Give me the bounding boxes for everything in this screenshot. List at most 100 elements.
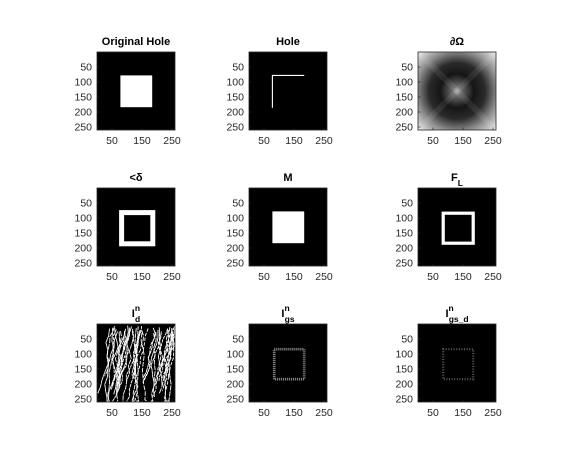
axes-frame [417, 51, 497, 131]
axes-frame [248, 51, 328, 131]
x-tick-label: 50 [106, 135, 118, 147]
y-tick-label: 100 [74, 213, 92, 225]
y-tick-label: 250 [226, 122, 244, 134]
panel-title: In gs_d [445, 303, 468, 324]
x-tick-label: 50 [427, 271, 439, 283]
y-tick-label: 100 [395, 213, 413, 225]
y-tick-label: 100 [74, 349, 92, 361]
y-tick-label: 50 [232, 198, 244, 210]
x-tick-label: 150 [454, 135, 472, 147]
y-tick-label: 150 [226, 92, 244, 104]
axes-frame [417, 187, 497, 267]
panel-title: In d [132, 303, 140, 324]
y-tick-label: 250 [74, 122, 92, 134]
y-tick-label: 200 [395, 379, 413, 391]
x-tick-label: 150 [285, 135, 303, 147]
panel-title: <δ [129, 172, 142, 184]
y-tick-label: 100 [395, 349, 413, 361]
y-tick-label: 250 [395, 258, 413, 270]
image-i-gs [249, 324, 327, 402]
x-tick-label: 150 [285, 271, 303, 283]
y-tick-label: 250 [395, 122, 413, 134]
panel-hole: 50 100 150 200 250 50 150 250 Hole [226, 36, 332, 147]
panel-less-delta: 50 100 150 200 250 50 150 250 <δ [74, 172, 180, 283]
x-tick-label: 250 [163, 407, 181, 419]
y-tick-label: 200 [395, 243, 413, 255]
image-original-hole [97, 52, 175, 130]
y-tick-label: 250 [74, 394, 92, 406]
image-boundary [415, 49, 499, 133]
y-tick-label: 50 [232, 334, 244, 346]
x-tick-label: 150 [285, 407, 303, 419]
image-i-d [97, 324, 176, 402]
y-tick-label: 250 [226, 394, 244, 406]
axes-frame [248, 187, 328, 267]
y-tick-label: 150 [226, 364, 244, 376]
y-tick-label: 150 [74, 228, 92, 240]
y-tick-label: 200 [74, 107, 92, 119]
image-mask-m [249, 188, 327, 266]
image-f-l [418, 188, 496, 266]
panel-title: In gs [281, 303, 294, 324]
y-tick-label: 200 [226, 243, 244, 255]
y-tick-label: 200 [395, 107, 413, 119]
x-tick-label: 50 [258, 135, 270, 147]
panel-title: Hole [276, 36, 300, 48]
image-less-delta [97, 188, 175, 266]
panel-f-l: 50 100 150 200 250 50 150 250 FL [395, 172, 501, 283]
panel-i-gs-d: 50 100 150 200 250 50 150 250 In gs_d [395, 303, 501, 419]
panel-i-d: 50 100 150 200 250 50 150 250 In d [74, 303, 180, 419]
y-tick-label: 150 [395, 228, 413, 240]
y-tick-label: 150 [74, 364, 92, 376]
y-tick-label: 100 [226, 349, 244, 361]
y-tick-label: 50 [80, 198, 92, 210]
y-tick-label: 200 [226, 379, 244, 391]
y-tick-label: 100 [226, 213, 244, 225]
x-tick-label: 50 [427, 135, 439, 147]
panel-title: ∂Ω [450, 36, 464, 48]
y-tick-label: 250 [395, 394, 413, 406]
y-tick-label: 50 [401, 198, 413, 210]
x-tick-label: 250 [315, 407, 333, 419]
x-tick-label: 50 [258, 407, 270, 419]
axes-frame [417, 323, 497, 403]
y-tick-label: 50 [80, 62, 92, 74]
x-tick-label: 50 [258, 271, 270, 283]
y-tick-label: 50 [401, 334, 413, 346]
image-hole [249, 52, 327, 130]
panel-title: M [283, 172, 292, 184]
y-tick-label: 200 [226, 107, 244, 119]
x-tick-label: 150 [133, 407, 151, 419]
x-tick-label: 250 [484, 407, 502, 419]
x-tick-label: 50 [427, 407, 439, 419]
y-tick-label: 50 [80, 334, 92, 346]
x-tick-label: 250 [315, 135, 333, 147]
x-tick-label: 250 [163, 135, 181, 147]
y-tick-label: 150 [395, 364, 413, 376]
y-tick-label: 150 [395, 92, 413, 104]
y-tick-label: 100 [226, 77, 244, 89]
axes-frame [96, 323, 176, 403]
axes-frame [96, 187, 176, 267]
panel-original-hole: 50 100 150 200 250 50 150 250 Original Hole [74, 36, 180, 147]
x-tick-label: 150 [454, 271, 472, 283]
image-i-gs-d [418, 324, 496, 402]
x-tick-label: 150 [133, 135, 151, 147]
y-tick-label: 250 [74, 258, 92, 270]
x-tick-label: 150 [133, 271, 151, 283]
x-tick-label: 50 [106, 271, 118, 283]
panel-i-gs: 50 100 150 200 250 50 150 250 In gs [226, 303, 332, 419]
axes-frame [96, 51, 176, 131]
y-tick-label: 50 [401, 62, 413, 74]
x-tick-label: 250 [315, 271, 333, 283]
x-tick-label: 150 [454, 407, 472, 419]
x-tick-label: 250 [484, 135, 502, 147]
y-tick-label: 250 [226, 258, 244, 270]
panel-title: FL [451, 172, 463, 188]
y-tick-label: 200 [74, 243, 92, 255]
y-tick-label: 50 [232, 62, 244, 74]
y-tick-label: 100 [395, 77, 413, 89]
x-tick-label: 250 [484, 271, 502, 283]
axes-frame [248, 323, 328, 403]
